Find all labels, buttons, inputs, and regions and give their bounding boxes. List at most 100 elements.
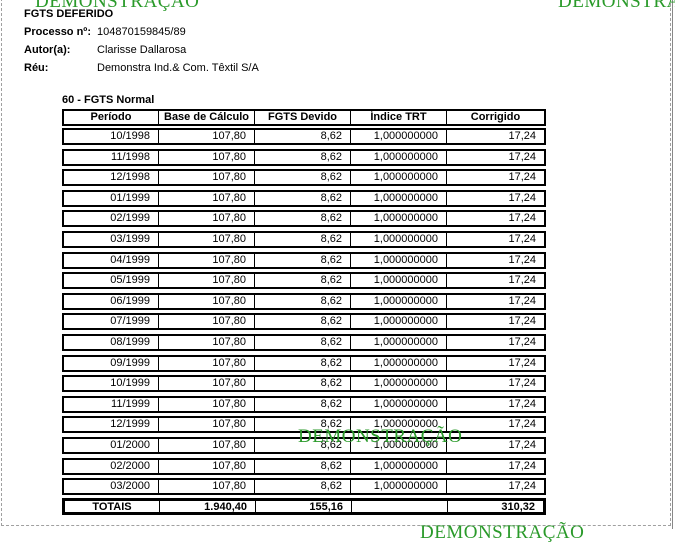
cell: 107,80 xyxy=(159,397,255,411)
cell: Corrigido xyxy=(470,111,521,123)
cell: 1,000000000 xyxy=(351,315,447,329)
cell: 310,32 xyxy=(501,501,535,513)
totals-row: TOTAIS 1.940,40 155,16 310,32 xyxy=(62,498,546,515)
cell: 04/1999 xyxy=(64,253,159,267)
cell: 02/2000 xyxy=(64,459,159,473)
cell: 17,24 xyxy=(508,418,536,431)
cell: 07/1999 xyxy=(64,315,159,329)
cell: 05/1999 xyxy=(64,274,159,288)
cell: 8,62 xyxy=(255,274,351,288)
table-row: 11/1999 107,80 8,62 1,000000000 17,24 xyxy=(62,395,546,413)
cell: 17,24 xyxy=(508,459,536,472)
cell: 17,24 xyxy=(508,377,536,390)
cell: 107,80 xyxy=(159,315,255,329)
report-title: FGTS DEFERIDO xyxy=(24,8,114,20)
table-header: Período Base de Cálculo FGTS Devido Índice … xyxy=(62,109,546,126)
cell: 1,000000000 xyxy=(351,253,447,267)
cell: 1,000000000 xyxy=(351,397,447,411)
cell: 10/1998 xyxy=(64,130,159,143)
cell: 107,80 xyxy=(159,480,255,494)
section-title: 60 - FGTS Normal xyxy=(62,94,155,106)
table-row: 11/1998 107,80 8,62 1,000000000 17,24 xyxy=(62,148,546,166)
cell: 1,000000000 xyxy=(351,191,447,205)
report-page xyxy=(1,0,671,526)
cell: 107,80 xyxy=(159,130,255,143)
cell: 1,000000000 xyxy=(351,439,447,452)
cell: 1,000000000 xyxy=(351,356,447,370)
watermark: DEMONSTRAÇÃO xyxy=(558,0,675,12)
cell: 8,62 xyxy=(255,418,351,432)
cell: 8,62 xyxy=(255,315,351,329)
cell: 12/1998 xyxy=(64,171,159,185)
cell: 8,62 xyxy=(255,150,351,164)
cell: 17,24 xyxy=(508,480,536,493)
cell: 1,000000000 xyxy=(351,150,447,164)
cell: 17,24 xyxy=(508,439,536,451)
cell: 1,000000000 xyxy=(351,212,447,226)
cell: 1,000000000 xyxy=(351,171,447,185)
cell: 107,80 xyxy=(159,253,255,267)
cell: 17,24 xyxy=(508,274,536,287)
cell: 17,24 xyxy=(508,130,536,142)
cell: 8,62 xyxy=(255,294,351,308)
watermark: DEMONSTRAÇÃO xyxy=(420,522,585,543)
cell: 8,62 xyxy=(255,130,351,143)
cell: 01/2000 xyxy=(64,439,159,452)
cell: 17,24 xyxy=(508,397,536,410)
reu-value: Demonstra Ind.& Com. Têxtil S/A xyxy=(97,62,259,74)
table-row: 03/1999 107,80 8,62 1,000000000 17,24 xyxy=(62,231,546,248)
table-row: 06/1999 107,80 8,62 1,000000000 17,24 xyxy=(62,292,546,310)
cell: 1,000000000 xyxy=(351,130,447,143)
cell: 17,24 xyxy=(508,233,536,245)
processo-label: Processo nº: xyxy=(24,26,91,38)
table-row: 02/2000 107,80 8,62 1,000000000 17,24 xyxy=(62,457,546,475)
cell: 107,80 xyxy=(159,439,255,452)
cell: 17,24 xyxy=(508,150,536,163)
cell: 17,24 xyxy=(508,294,536,307)
cell: FGTS Devido xyxy=(255,111,351,124)
cell: 17,24 xyxy=(508,356,536,369)
cell: 8,62 xyxy=(255,191,351,205)
autor-label: Autor(a): xyxy=(24,44,71,56)
cell: 11/1999 xyxy=(64,397,159,411)
cell: 03/1999 xyxy=(64,233,159,246)
cell: 107,80 xyxy=(159,171,255,185)
reu-label: Réu: xyxy=(24,62,49,74)
cell: 8,62 xyxy=(255,459,351,473)
cell: 01/1999 xyxy=(64,191,159,205)
cell: 107,80 xyxy=(159,150,255,164)
cell: 107,80 xyxy=(159,233,255,246)
cell: 107,80 xyxy=(159,418,255,432)
cell: 17,24 xyxy=(508,171,536,184)
cell: Período xyxy=(64,111,159,124)
cell: Base de Cálculo xyxy=(159,111,255,124)
scrollbar-edge xyxy=(672,0,673,529)
cell: 17,24 xyxy=(508,315,536,328)
cell: 8,62 xyxy=(255,212,351,226)
cell: 8,62 xyxy=(255,439,351,452)
cell: 17,24 xyxy=(508,212,536,225)
cell: 17,24 xyxy=(508,336,536,348)
cell: 10/1999 xyxy=(64,377,159,391)
cell: 17,24 xyxy=(508,191,536,204)
cell: 8,62 xyxy=(255,253,351,267)
table-row: 04/1999 107,80 8,62 1,000000000 17,24 xyxy=(62,251,546,269)
cell: 107,80 xyxy=(159,459,255,473)
watermark: DEMONSTRAÇÃO xyxy=(298,426,463,447)
cell: 8,62 xyxy=(255,356,351,370)
table-row: 10/1998 107,80 8,62 1,000000000 17,24 xyxy=(62,128,546,145)
cell: 1,000000000 xyxy=(351,459,447,473)
autor-value: Clarisse Dallarosa xyxy=(97,44,187,56)
cell: 8,62 xyxy=(255,480,351,494)
table-row: 12/1999 107,80 8,62 1,000000000 17,24 xyxy=(62,416,546,434)
cell: 03/2000 xyxy=(64,480,159,494)
table-row: 08/1999 107,80 8,62 1,000000000 17,24 xyxy=(62,334,546,351)
table-row: 02/1999 107,80 8,62 1,000000000 17,24 xyxy=(62,210,546,228)
table-row: 07/1999 107,80 8,62 1,000000000 17,24 xyxy=(62,313,546,331)
table-row: 01/1999 107,80 8,62 1,000000000 17,24 xyxy=(62,189,546,207)
cell: 8,62 xyxy=(255,397,351,411)
cell: 06/1999 xyxy=(64,294,159,308)
cell: 107,80 xyxy=(159,294,255,308)
cell: 8,62 xyxy=(255,336,351,349)
cell: 08/1999 xyxy=(64,336,159,349)
